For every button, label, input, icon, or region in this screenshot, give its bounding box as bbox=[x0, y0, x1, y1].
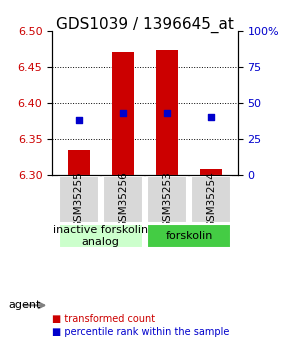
Point bbox=[209, 115, 214, 120]
Text: inactive forskolin
analog: inactive forskolin analog bbox=[53, 225, 148, 247]
Point bbox=[121, 110, 125, 116]
FancyBboxPatch shape bbox=[59, 176, 99, 223]
Text: forskolin: forskolin bbox=[166, 231, 213, 241]
Text: ■ percentile rank within the sample: ■ percentile rank within the sample bbox=[52, 327, 230, 337]
Text: GSM35254: GSM35254 bbox=[206, 171, 216, 228]
Point bbox=[76, 117, 81, 123]
Bar bbox=[156, 50, 178, 175]
FancyBboxPatch shape bbox=[147, 224, 231, 248]
Text: GDS1039 / 1396645_at: GDS1039 / 1396645_at bbox=[56, 17, 234, 33]
FancyBboxPatch shape bbox=[103, 176, 143, 223]
Bar bbox=[112, 52, 134, 175]
FancyBboxPatch shape bbox=[191, 176, 231, 223]
Text: GSM35255: GSM35255 bbox=[74, 171, 84, 228]
Point bbox=[165, 110, 169, 116]
FancyBboxPatch shape bbox=[59, 224, 143, 248]
Bar bbox=[200, 169, 222, 175]
Text: GSM35253: GSM35253 bbox=[162, 171, 172, 228]
Text: ■ transformed count: ■ transformed count bbox=[52, 314, 155, 324]
FancyBboxPatch shape bbox=[147, 176, 187, 223]
Bar bbox=[68, 150, 90, 175]
Text: agent: agent bbox=[9, 300, 41, 310]
Text: GSM35256: GSM35256 bbox=[118, 171, 128, 228]
